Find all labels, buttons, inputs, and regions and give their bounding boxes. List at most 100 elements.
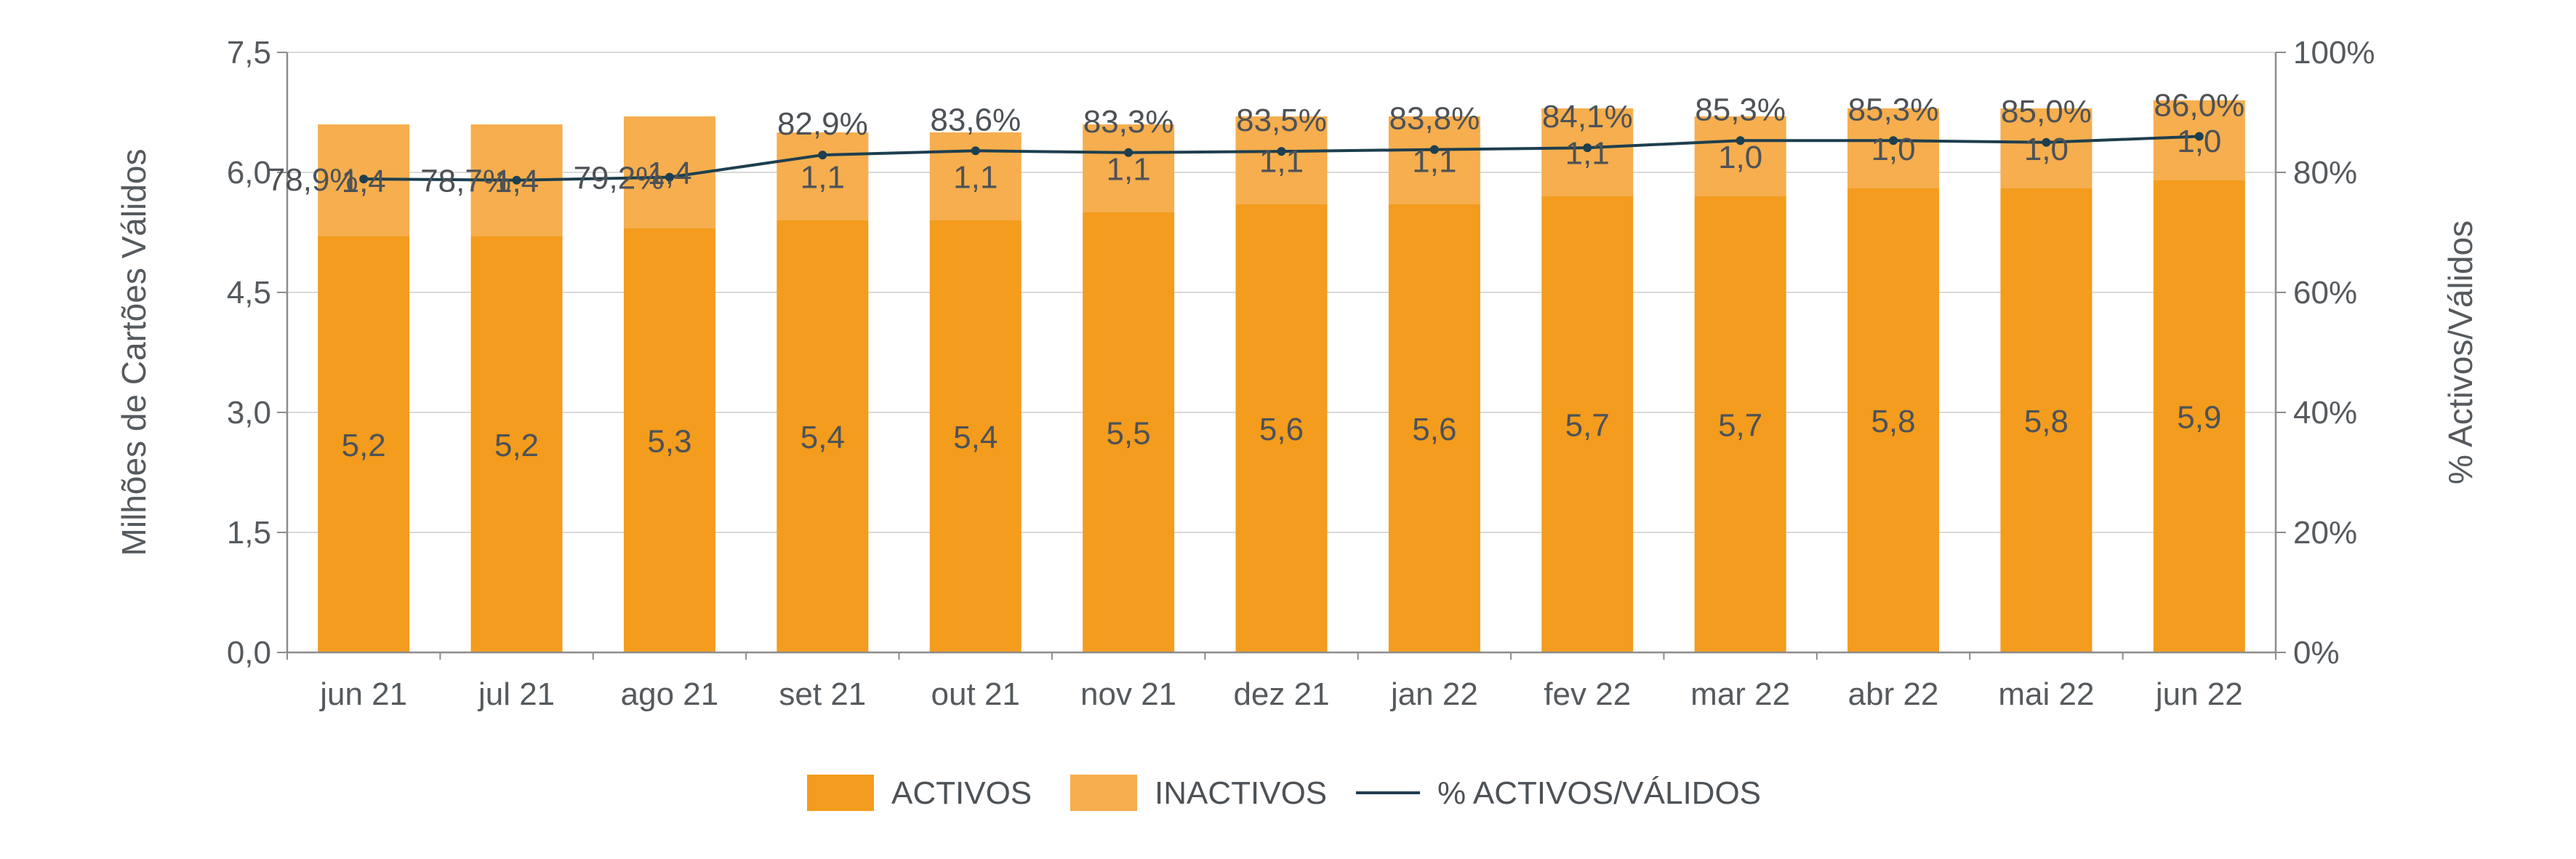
axes: 0,0 1,5 3,0 4,5 6,0 7,5 0% 20% 40% 60% 80% 100% jun … xyxy=(115,35,2479,712)
bar-activos xyxy=(929,220,1022,652)
bar-inactivos xyxy=(1694,116,1786,196)
legend-label-activos: ACTIVOS xyxy=(891,775,1032,811)
line-point xyxy=(818,151,827,160)
data-label-inactivos: 1,1 xyxy=(1259,144,1304,180)
x-axis-tick-label: jul 21 xyxy=(477,676,555,712)
x-axis-tick-label: jan 22 xyxy=(1389,676,1478,712)
y2-axis-tick-label: 100% xyxy=(2293,35,2375,71)
y-axis-tick-label: 4,5 xyxy=(227,275,271,311)
bar-activos xyxy=(2000,188,2093,652)
x-axis-tick-label: mai 22 xyxy=(1998,676,2094,712)
data-label-inactivos: 1,1 xyxy=(801,160,845,196)
data-label-percent: 83,3% xyxy=(1083,104,1174,140)
bar-activos xyxy=(2153,180,2245,652)
data-label-percent: 78,9% xyxy=(268,162,358,198)
bar-activos xyxy=(1694,196,1786,652)
data-label-percent: 85,3% xyxy=(1848,92,1939,127)
data-label-percent: 83,8% xyxy=(1389,101,1480,137)
bar-inactivos xyxy=(1541,108,1634,196)
y-axis-tick-label: 1,5 xyxy=(227,515,271,551)
data-label-percent: 83,6% xyxy=(930,102,1021,137)
y2-axis-tick-label: 0% xyxy=(2293,635,2340,671)
y2-axis-tick-label: 80% xyxy=(2293,155,2357,191)
bar-inactivos xyxy=(1235,116,1328,204)
data-label-inactivos: 1,0 xyxy=(1718,140,1762,175)
data-labels: 5,2 1,4 5,2 1,4 5,3 1,4 5,4 1,1 5,4 1,1 5,5 1,1 5,6 1… xyxy=(268,88,2244,464)
x-axis-tick-label: set 21 xyxy=(779,676,866,712)
line-point xyxy=(1889,136,1898,145)
data-label-percent: 83,5% xyxy=(1236,103,1327,138)
data-label-activos: 5,2 xyxy=(342,428,386,463)
data-label-activos: 5,6 xyxy=(1259,412,1304,447)
data-label-activos: 5,8 xyxy=(2024,404,2069,439)
x-axis-tick-label: nov 21 xyxy=(1080,676,1176,712)
data-label-inactivos: 1,4 xyxy=(494,164,539,199)
line-point xyxy=(1583,143,1592,153)
legend-label-inactivos: INACTIVOS xyxy=(1155,775,1327,811)
bar-activos xyxy=(1847,188,1940,652)
bar-activos xyxy=(777,220,869,652)
y-axis-title: Milhões de Cartões Válidos xyxy=(115,149,153,556)
x-axis-tick-label: mar 22 xyxy=(1690,676,1790,712)
data-label-activos: 5,7 xyxy=(1718,408,1762,444)
bar-activos xyxy=(623,228,715,652)
line-point xyxy=(1736,136,1745,145)
data-label-activos: 5,5 xyxy=(1107,416,1151,452)
data-label-inactivos: 1,0 xyxy=(1871,132,1915,167)
bar-inactivos xyxy=(1388,116,1480,204)
line-point xyxy=(2042,137,2051,147)
y-axis-tick-label: 7,5 xyxy=(227,35,271,71)
data-label-percent: 85,3% xyxy=(1695,92,1786,127)
x-axis-tick-label: jun 21 xyxy=(318,676,407,712)
y2-axis-tick-label: 60% xyxy=(2293,275,2357,311)
x-axis-tick-label: jun 22 xyxy=(2154,676,2243,712)
data-label-percent: 82,9% xyxy=(777,106,868,142)
legend-label-percent: % ACTIVOS/VÁLIDOS xyxy=(1437,775,1761,811)
bar-activos xyxy=(470,236,563,652)
y2-axis-title: % Activos/Válidos xyxy=(2441,220,2479,484)
bar-inactivos xyxy=(1083,124,1175,212)
data-label-inactivos: 1,1 xyxy=(1565,136,1610,172)
data-label-activos: 5,4 xyxy=(953,420,998,455)
percentage-line xyxy=(359,132,2204,185)
bar-activos xyxy=(1541,196,1634,652)
line-point xyxy=(665,172,674,182)
data-label-inactivos: 1,4 xyxy=(647,156,691,191)
line-point xyxy=(1277,147,1286,156)
legend-swatch-inactivos xyxy=(1070,775,1137,811)
x-axis-tick-label: ago 21 xyxy=(621,676,719,712)
data-label-inactivos: 1,1 xyxy=(1107,152,1151,188)
data-label-percent: 79,2% xyxy=(574,161,665,196)
line-point xyxy=(359,175,369,184)
y-axis-tick-label: 0,0 xyxy=(227,635,271,671)
line-point xyxy=(512,175,521,185)
data-label-percent: 86,0% xyxy=(2154,88,2244,124)
data-label-activos: 5,3 xyxy=(647,424,691,460)
y2-axis-tick-label: 20% xyxy=(2293,515,2357,551)
line-point xyxy=(1124,148,1133,157)
y-axis-tick-label: 3,0 xyxy=(227,395,271,431)
x-axis-tick-label: out 21 xyxy=(931,676,1020,712)
legend-swatch-activos xyxy=(807,775,874,811)
bar-inactivos xyxy=(1847,108,1940,188)
data-label-inactivos: 1,0 xyxy=(2177,124,2221,159)
data-label-inactivos: 1,1 xyxy=(1412,144,1456,180)
line-point xyxy=(2194,132,2204,141)
data-label-activos: 5,2 xyxy=(494,428,539,463)
y-axis-tick-label: 6,0 xyxy=(227,155,271,191)
data-label-inactivos: 1,1 xyxy=(953,160,998,196)
line-point xyxy=(971,146,980,156)
data-label-inactivos: 1,0 xyxy=(2024,132,2069,167)
data-label-percent: 85,0% xyxy=(2001,94,2092,129)
bar-activos xyxy=(1235,204,1328,652)
x-axis-tick-label: dez 21 xyxy=(1233,676,1329,712)
data-label-activos: 5,7 xyxy=(1565,408,1610,444)
data-label-activos: 5,4 xyxy=(801,420,845,455)
bar-activos xyxy=(318,236,410,652)
x-axis-tick-label: fev 22 xyxy=(1544,676,1631,712)
bar-activos xyxy=(1388,204,1480,652)
data-label-percent: 84,1% xyxy=(1542,99,1633,135)
y2-axis-tick-label: 40% xyxy=(2293,395,2357,431)
